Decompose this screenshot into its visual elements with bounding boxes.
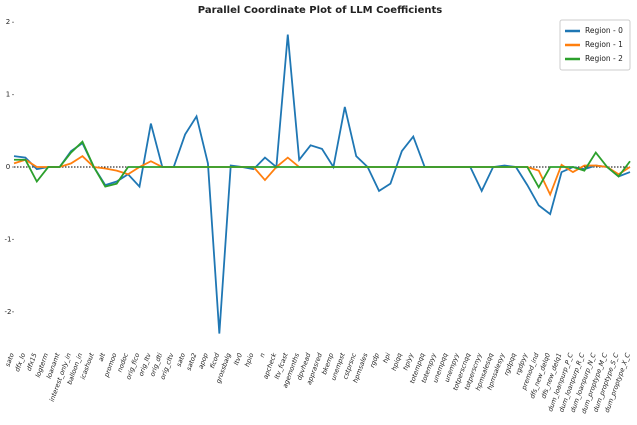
y-tick-label: -2 (5, 308, 12, 316)
legend-label: Region - 0 (585, 26, 623, 35)
series-line (13, 155, 631, 197)
y-tick-label: 0 (6, 163, 10, 171)
y-tick-label: 2 (6, 18, 10, 26)
legend-label: Region - 2 (585, 54, 623, 63)
chart-title: Parallel Coordinate Plot of LLM Coeffici… (198, 5, 442, 16)
series-line (13, 34, 631, 334)
y-tick-label: -1 (5, 235, 12, 243)
x-tick-label: hpi (381, 352, 392, 364)
x-tick-label: n (258, 352, 267, 359)
legend-label: Region - 1 (585, 40, 623, 49)
y-tick-label: 1 (6, 91, 10, 99)
legend-box (559, 19, 631, 71)
series-line (14, 140, 631, 190)
x-tick-label: rgdp (368, 352, 381, 369)
x-tick-label: hpio (243, 352, 255, 368)
x-tick-label: alt (97, 352, 108, 363)
x-tick-label: ltv0 (232, 352, 244, 366)
